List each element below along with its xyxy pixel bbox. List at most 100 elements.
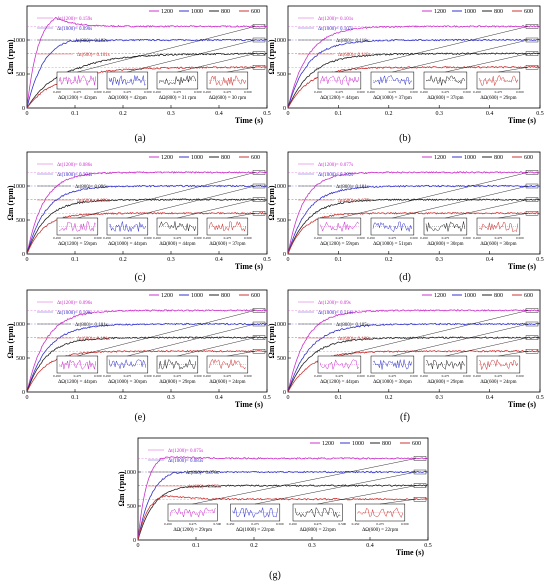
inset-pointer — [392, 39, 529, 73]
inset-tick-label: 0.475 — [224, 374, 232, 378]
x-axis-title: Time (s) — [508, 262, 536, 271]
legend-label-1000: 1000 — [352, 441, 364, 447]
inset-tick-label: 0.500 — [410, 374, 418, 378]
legend-label-1000: 1000 — [464, 155, 476, 161]
legend-label-600: 600 — [251, 155, 260, 161]
zoom-region — [252, 349, 266, 354]
y-axis-title: Ωm (rpm) — [6, 39, 15, 74]
chart-panel-3: 0 0.1 0.2 0.3 0.4 0.5 500 1000 0 Time (s) Ωm (rpm)… — [6, 151, 271, 283]
delta-omega-label: ΔΩ(1000) = 22rpm — [236, 528, 275, 533]
series-line-1200 — [26, 171, 268, 255]
inset-tick-label: 0.500 — [463, 236, 471, 240]
series-line-1000 — [26, 38, 268, 109]
zoom-region — [413, 483, 427, 488]
inset-tick-label: 0.475 — [224, 90, 232, 94]
legend-label-1000: 1000 — [191, 155, 203, 161]
x-tick-label: 0.5 — [536, 395, 544, 401]
inset-line-800 — [294, 506, 341, 519]
delta-omega-label: ΔΩ(1000) = 30rpm — [373, 380, 412, 385]
y-tick-label: 500 — [277, 218, 286, 224]
delta-omega-label: ΔΩ(800) = 29rpm — [159, 380, 195, 385]
inset-pointer — [380, 499, 417, 505]
zoom-region — [525, 183, 539, 189]
panel-label: (e) — [134, 412, 145, 423]
inset-line-600 — [208, 358, 247, 370]
x-tick-label: 0.2 — [119, 395, 127, 401]
y-axis-title: Ωm (rpm) — [267, 185, 276, 220]
legend-label-1200: 1200 — [434, 155, 446, 161]
inset-tick-label: 0.475 — [376, 522, 384, 526]
inset-tick-label: 0.450 — [103, 90, 111, 94]
legend-label-1000: 1000 — [191, 293, 203, 299]
series-line-1000 — [287, 38, 541, 109]
x-tick-label: 0.4 — [486, 395, 494, 401]
x-tick-label: 0.3 — [167, 395, 175, 401]
inset-tick-label: 0.475 — [314, 522, 322, 526]
legend-label-600: 600 — [524, 155, 533, 161]
inset-pointer — [498, 213, 529, 219]
delta-omega-label: ΔΩ(1000) = 42rpm — [108, 96, 147, 101]
inset-tick-label: 0.450 — [203, 374, 211, 378]
inset-pointer — [177, 199, 256, 219]
x-tick-label: 0 — [26, 257, 29, 263]
zoom-region — [252, 308, 266, 313]
inset-tick-label: 0.475 — [124, 374, 132, 378]
inset-tick-label: 0.450 — [103, 236, 111, 240]
delta-omega-label: ΔΩ(1000) = 30rpm — [108, 380, 147, 385]
zoom-region — [525, 51, 539, 56]
inset-tick-label: 0.450 — [53, 90, 61, 94]
delta-omega-label: ΔΩ(600) = 30rpm — [480, 242, 516, 247]
delta-omega-label: ΔΩ(600) = 22rpm — [362, 528, 398, 533]
inset-pointer — [445, 53, 529, 73]
inset-tick-label: 0.500 — [144, 90, 152, 94]
inset-pointer — [392, 185, 529, 219]
inset-tick-label: 0.450 — [289, 522, 297, 526]
inset-pointer — [227, 351, 256, 357]
delta-t-annotation: Δt(1000)= 0.090s — [57, 27, 92, 32]
y-axis-title: Ωm (rpm) — [267, 39, 276, 74]
legend-label-1200: 1200 — [161, 293, 173, 299]
inset-pointer — [77, 172, 256, 219]
delta-t-annotation: Δt(600)= 0.108s — [338, 337, 371, 342]
inset-tick-label: 0.475 — [124, 236, 132, 240]
inset-line-1000 — [108, 221, 147, 233]
inset-tick-label: 0.450 — [367, 90, 375, 94]
inset-tick-label: 0.450 — [53, 374, 61, 378]
delta-t-annotation: Δt(800)= 0.096s — [75, 185, 108, 190]
x-tick-label: 0.4 — [215, 257, 223, 263]
inset-pointer — [498, 67, 529, 73]
legend-label-1000: 1000 — [191, 9, 203, 15]
x-tick-label: 0.2 — [385, 111, 393, 117]
inset-tick-label: 0.475 — [495, 90, 503, 94]
delta-omega-label: ΔΩ(1200) = 44rpm — [320, 96, 359, 101]
plot-frame — [287, 5, 541, 109]
y-axis-title: Ωm (rpm) — [6, 323, 15, 358]
inset-tick-label: 0.450 — [227, 522, 235, 526]
legend-label-600: 600 — [251, 9, 260, 15]
y-tick-label: 500 — [277, 356, 286, 362]
legend-label-600: 600 — [524, 9, 533, 15]
chart-panel-6: 0 0.1 0.2 0.3 0.4 0.5 500 1000 0 Time (s) Ωm (rpm)… — [267, 289, 544, 423]
panel-label: (g) — [269, 570, 281, 581]
x-tick-label: 0.5 — [263, 257, 271, 263]
inset-line-600 — [478, 75, 519, 87]
inset-tick-label: 0.450 — [203, 236, 211, 240]
y-axis-title: Ωm (rpm) — [267, 323, 276, 358]
inset-pointer — [317, 485, 417, 505]
plot-frame — [137, 437, 429, 541]
inset-pointer — [227, 213, 256, 219]
y-tick-label: 1000 — [13, 322, 25, 328]
x-tick-label: 0.3 — [167, 257, 175, 263]
inset-line-1200 — [319, 359, 360, 371]
x-tick-label: 0.5 — [536, 111, 544, 117]
delta-omega-label: ΔΩ(1200) = 29rpm — [173, 528, 212, 533]
x-tick-label: 0.2 — [250, 543, 258, 549]
y-tick-label: 1000 — [13, 38, 25, 44]
inset-tick-label: 0.500 — [194, 236, 202, 240]
inset-tick-label: 0.475 — [442, 90, 450, 94]
inset-tick-label: 0.500 — [244, 374, 252, 378]
inset-tick-label: 0.500 — [410, 236, 418, 240]
inset-tick-label: 0.475 — [389, 90, 397, 94]
inset-tick-label: 0.450 — [314, 374, 322, 378]
inset-tick-label: 0.500 — [516, 374, 524, 378]
